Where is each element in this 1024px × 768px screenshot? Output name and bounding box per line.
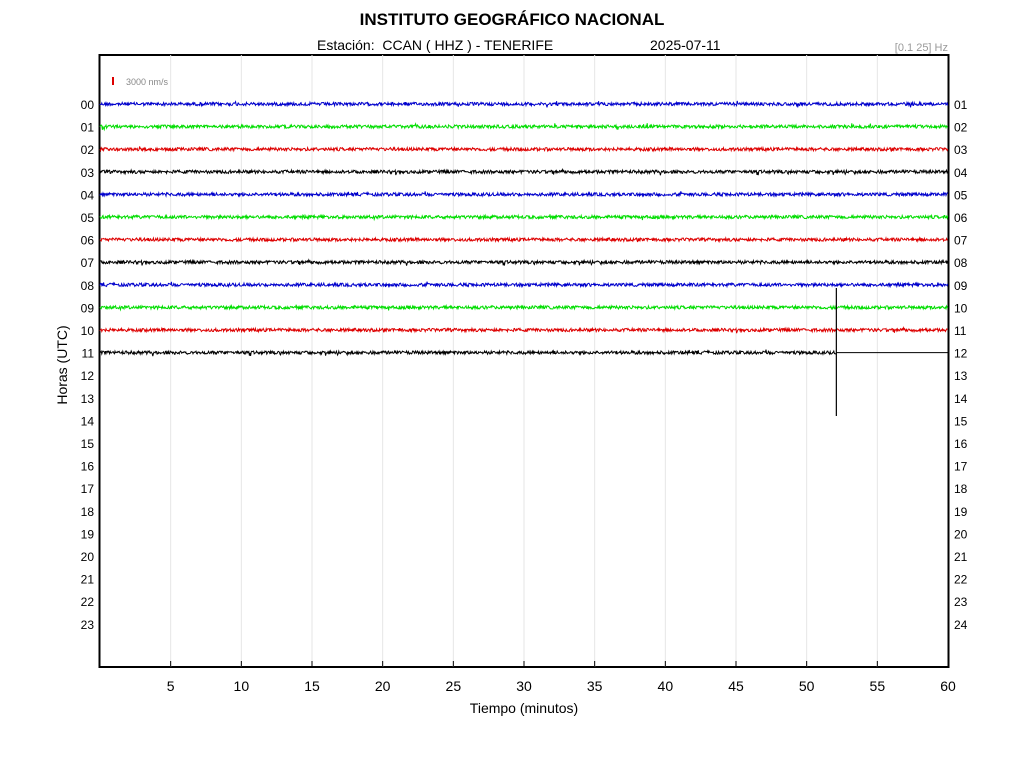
hour-label-right: 22 xyxy=(954,573,968,587)
x-tick-label: 60 xyxy=(940,678,956,694)
x-tick-label: 40 xyxy=(658,678,674,694)
hour-label-right: 20 xyxy=(954,527,968,541)
hour-label-left: 04 xyxy=(81,188,95,202)
hour-label-right: 01 xyxy=(954,98,968,112)
hour-label-left: 20 xyxy=(81,550,95,564)
x-tick-label: 25 xyxy=(446,678,462,694)
seismic-trace xyxy=(99,190,949,198)
hour-label-left: 16 xyxy=(81,460,95,474)
date-label: 2025-07-11 xyxy=(650,37,721,53)
x-tick-label: 35 xyxy=(587,678,603,694)
hour-label-left: 03 xyxy=(81,166,95,180)
seismic-trace xyxy=(99,349,837,357)
hour-label-left: 17 xyxy=(81,482,95,496)
hour-label-right: 21 xyxy=(954,550,968,564)
x-tick-label: 20 xyxy=(375,678,391,694)
x-tick-label: 5 xyxy=(167,678,175,694)
hour-label-right: 06 xyxy=(954,211,968,225)
hour-label-right: 16 xyxy=(954,437,968,451)
hour-label-left: 21 xyxy=(81,573,95,587)
x-tick-label: 15 xyxy=(304,678,320,694)
scale-bar xyxy=(112,77,114,85)
x-axis-label: Tiempo (minutos) xyxy=(469,700,579,716)
seismic-trace xyxy=(99,281,949,289)
scale-label: 3000 nm/s xyxy=(126,77,169,87)
hour-label-right: 07 xyxy=(954,234,968,248)
hour-label-right: 14 xyxy=(954,392,968,406)
hour-label-right: 23 xyxy=(954,595,968,609)
seismic-trace xyxy=(99,167,949,176)
seismic-trace xyxy=(99,303,949,312)
hour-label-right: 05 xyxy=(954,188,968,202)
hour-label-right: 19 xyxy=(954,505,968,519)
hour-label-right: 15 xyxy=(954,414,968,428)
hour-label-left: 12 xyxy=(81,369,95,383)
chart-title: INSTITUTO GEOGRÁFICO NACIONAL xyxy=(359,10,665,29)
hour-label-left: 18 xyxy=(81,505,95,519)
hour-label-right: 18 xyxy=(954,482,968,496)
hour-label-right: 17 xyxy=(954,460,968,474)
hour-label-left: 07 xyxy=(81,256,95,270)
hour-label-right: 02 xyxy=(954,121,968,135)
seismic-trace xyxy=(99,326,948,334)
x-tick-label: 50 xyxy=(799,678,815,694)
hour-label-left: 14 xyxy=(81,414,95,428)
x-tick-label: 55 xyxy=(870,678,886,694)
hour-label-right: 03 xyxy=(954,143,968,157)
seismic-trace xyxy=(99,122,949,132)
hour-label-left: 23 xyxy=(81,618,95,632)
x-tick-label: 45 xyxy=(728,678,744,694)
x-tick-label: 10 xyxy=(234,678,250,694)
hour-label-left: 00 xyxy=(81,98,95,112)
hour-label-left: 09 xyxy=(81,301,95,315)
hour-label-right: 10 xyxy=(954,301,968,315)
x-tick-label: 30 xyxy=(516,678,532,694)
hour-label-left: 15 xyxy=(81,437,95,451)
hour-label-left: 19 xyxy=(81,527,95,541)
hour-label-left: 22 xyxy=(81,595,95,609)
hour-label-left: 06 xyxy=(81,234,95,248)
hour-label-right: 11 xyxy=(954,324,967,338)
hour-label-right: 12 xyxy=(954,347,968,361)
seismic-trace xyxy=(99,100,949,108)
hour-label-left: 13 xyxy=(81,392,95,406)
hour-label-left: 05 xyxy=(81,211,95,225)
seismic-trace xyxy=(99,145,949,153)
seismic-trace xyxy=(99,258,949,267)
hour-label-left: 08 xyxy=(81,279,95,293)
hour-label-left: 11 xyxy=(82,347,95,361)
hour-label-right: 04 xyxy=(954,166,968,180)
seismic-trace xyxy=(99,236,948,244)
hour-label-right: 09 xyxy=(954,279,968,293)
hour-label-right: 08 xyxy=(954,256,968,270)
filter-band-label: [0.1 25] Hz xyxy=(894,42,948,54)
hour-label-left: 10 xyxy=(81,324,95,338)
hour-label-left: 01 xyxy=(81,121,95,135)
hour-label-right: 13 xyxy=(954,369,968,383)
hour-label-left: 02 xyxy=(81,143,95,157)
seismic-trace xyxy=(99,213,949,222)
hour-label-right: 24 xyxy=(954,618,968,632)
station-label: Estación: CCAN ( HHZ ) - TENERIFE xyxy=(317,37,554,53)
